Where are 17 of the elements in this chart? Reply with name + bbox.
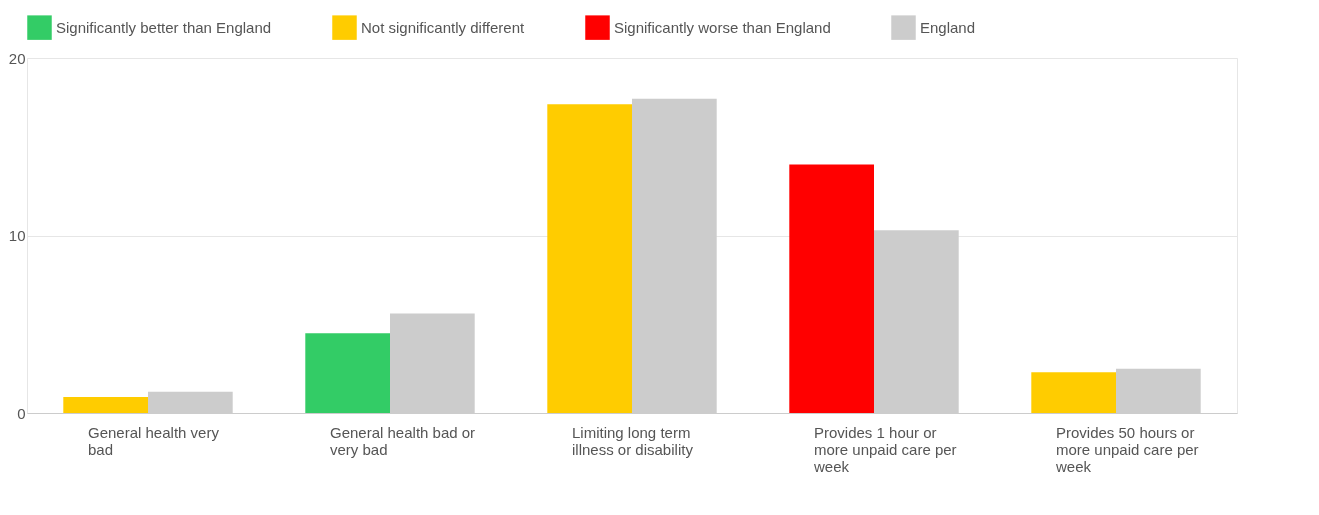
x-tick-label: General health bad or very bad [330,423,476,458]
x-tick-label: Provides 50 hours or more unpaid care per week [1055,423,1199,475]
bar [789,164,874,413]
x-tick-label: Provides 1 hour or more unpaid care per week [813,423,957,475]
bar [547,104,632,413]
legend-label: Significantly worse than England [614,18,831,36]
y-tick-label: 20 [8,49,26,67]
bar [1031,372,1116,413]
bar [63,397,148,413]
bar [305,333,390,413]
legend-label: England [920,18,976,36]
legend-label: Not significantly different [361,18,525,36]
y-tick-label: 0 [17,404,26,422]
x-tick-label: Limiting long term illness or disability [572,423,694,458]
legend-label: Significantly better than England [56,18,272,36]
y-tick-label: 10 [8,227,26,244]
x-tick-label: General health very bad [88,423,220,458]
